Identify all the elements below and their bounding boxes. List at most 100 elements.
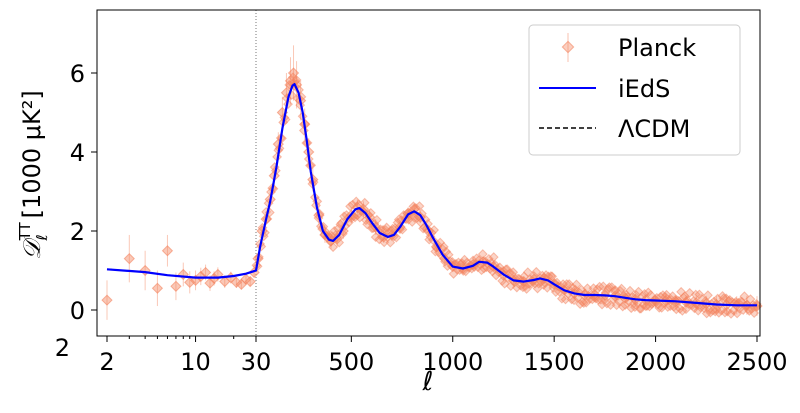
iEdS-line bbox=[106, 82, 757, 307]
planck-marker bbox=[477, 249, 488, 260]
planck-marker bbox=[195, 270, 207, 283]
planck-point bbox=[123, 234, 135, 283]
planck-point bbox=[170, 272, 182, 301]
planck-marker bbox=[654, 302, 665, 313]
legend-item-iEdS: iEdS bbox=[539, 75, 670, 103]
axes-frame bbox=[96, 9, 761, 337]
planck-marker bbox=[468, 255, 478, 266]
planck-marker bbox=[694, 289, 705, 300]
y-label-units: [1000 μK²] bbox=[18, 90, 46, 218]
planck-marker bbox=[716, 305, 727, 316]
planck-marker bbox=[726, 308, 736, 319]
planck-marker bbox=[347, 199, 358, 210]
planck-marker bbox=[662, 302, 673, 312]
planck-point bbox=[184, 271, 196, 294]
planck-marker bbox=[393, 214, 404, 225]
planck-marker bbox=[522, 267, 533, 278]
planck-marker bbox=[601, 298, 612, 309]
planck-marker bbox=[531, 266, 542, 277]
planck-marker bbox=[371, 214, 382, 225]
planck-marker bbox=[151, 282, 164, 294]
planck-marker bbox=[328, 242, 339, 253]
legend-label-iEdS: iEdS bbox=[618, 75, 670, 103]
planck-marker bbox=[410, 203, 421, 214]
planck-marker bbox=[500, 264, 511, 275]
planck-marker bbox=[351, 196, 362, 207]
y-tick-label: 4 bbox=[70, 139, 85, 167]
planck-marker bbox=[569, 295, 579, 306]
planck-marker bbox=[438, 241, 449, 252]
planck-marker bbox=[488, 252, 499, 263]
extra-y-label: 2 bbox=[55, 334, 70, 362]
planck-marker bbox=[639, 288, 650, 299]
planck-point bbox=[230, 276, 243, 289]
planck-marker bbox=[487, 266, 498, 277]
legend-label-planck: Planck bbox=[618, 34, 696, 62]
x-axis-label: ℓ bbox=[422, 367, 434, 397]
plot-area bbox=[101, 10, 763, 336]
planck-marker bbox=[571, 279, 582, 290]
planck-point bbox=[139, 250, 151, 291]
planck-marker bbox=[508, 267, 519, 278]
planck-marker bbox=[677, 305, 688, 316]
planck-marker bbox=[483, 253, 494, 264]
planck-marker bbox=[721, 293, 732, 304]
planck-marker bbox=[578, 298, 589, 308]
x-tick-label: 2 bbox=[99, 348, 114, 376]
planck-marker bbox=[616, 283, 627, 294]
planck-marker bbox=[204, 277, 216, 289]
planck-marker bbox=[667, 291, 678, 302]
legend: Planck iEdS ΛCDM bbox=[528, 24, 741, 156]
planck-marker bbox=[517, 282, 528, 293]
y-tick-label: 0 bbox=[70, 297, 85, 325]
planck-marker bbox=[429, 225, 440, 235]
y-axis-label: 𝒟ℓTT[1000 μK²] bbox=[16, 90, 51, 259]
planck-marker bbox=[387, 223, 398, 234]
planck-marker bbox=[689, 303, 700, 314]
planck-marker bbox=[581, 297, 592, 308]
planck-marker bbox=[184, 276, 196, 289]
planck-point bbox=[151, 270, 164, 307]
planck-marker bbox=[199, 266, 212, 279]
planck-marker bbox=[656, 302, 667, 313]
x-tick-label: 2000 bbox=[625, 348, 686, 376]
planck-marker bbox=[123, 252, 135, 265]
planck-marker bbox=[642, 301, 653, 311]
planck-point bbox=[101, 280, 113, 320]
planck-marker bbox=[230, 276, 243, 289]
planck-marker bbox=[287, 72, 298, 83]
x-axis: 2 10 30 500 1000 1500 2000 2500 bbox=[99, 336, 788, 376]
planck-marker bbox=[561, 279, 572, 289]
planck-marker bbox=[702, 290, 713, 301]
x-tick-label: 500 bbox=[328, 348, 374, 376]
diamond-marker-icon bbox=[561, 40, 575, 54]
planck-marker bbox=[365, 207, 376, 218]
planck-point bbox=[244, 275, 256, 288]
x-tick-label: 1000 bbox=[422, 348, 483, 376]
y-tick-label: 2 bbox=[70, 218, 85, 246]
planck-marker bbox=[161, 245, 174, 257]
planck-marker bbox=[732, 308, 743, 319]
x-tick-label: 2500 bbox=[726, 348, 787, 376]
planck-marker bbox=[599, 294, 610, 305]
planck-marker bbox=[385, 237, 396, 248]
legend-label-lcdm: ΛCDM bbox=[618, 115, 690, 143]
planck-point bbox=[195, 267, 207, 286]
planck-point bbox=[161, 234, 174, 267]
planck-marker bbox=[244, 275, 256, 288]
legend-item-lcdm: ΛCDM bbox=[539, 115, 690, 143]
planck-marker bbox=[101, 294, 113, 306]
y-tick-label: 6 bbox=[70, 60, 85, 88]
planck-marker bbox=[170, 280, 182, 292]
planck-marker bbox=[511, 282, 522, 293]
planck-marker bbox=[441, 246, 452, 257]
planck-marker bbox=[334, 237, 345, 248]
planck-marker bbox=[564, 279, 575, 290]
y-axis: 0 2 4 6 bbox=[70, 60, 97, 325]
legend-item-planck: Planck bbox=[561, 33, 696, 62]
planck-marker bbox=[359, 197, 370, 208]
planck-marker bbox=[443, 249, 454, 260]
x-tick-label: 10 bbox=[180, 348, 211, 376]
svg-text:𝒟ℓTT[1000 μK²]: 𝒟ℓTT[1000 μK²] bbox=[16, 90, 51, 259]
planck-marker bbox=[139, 264, 151, 277]
